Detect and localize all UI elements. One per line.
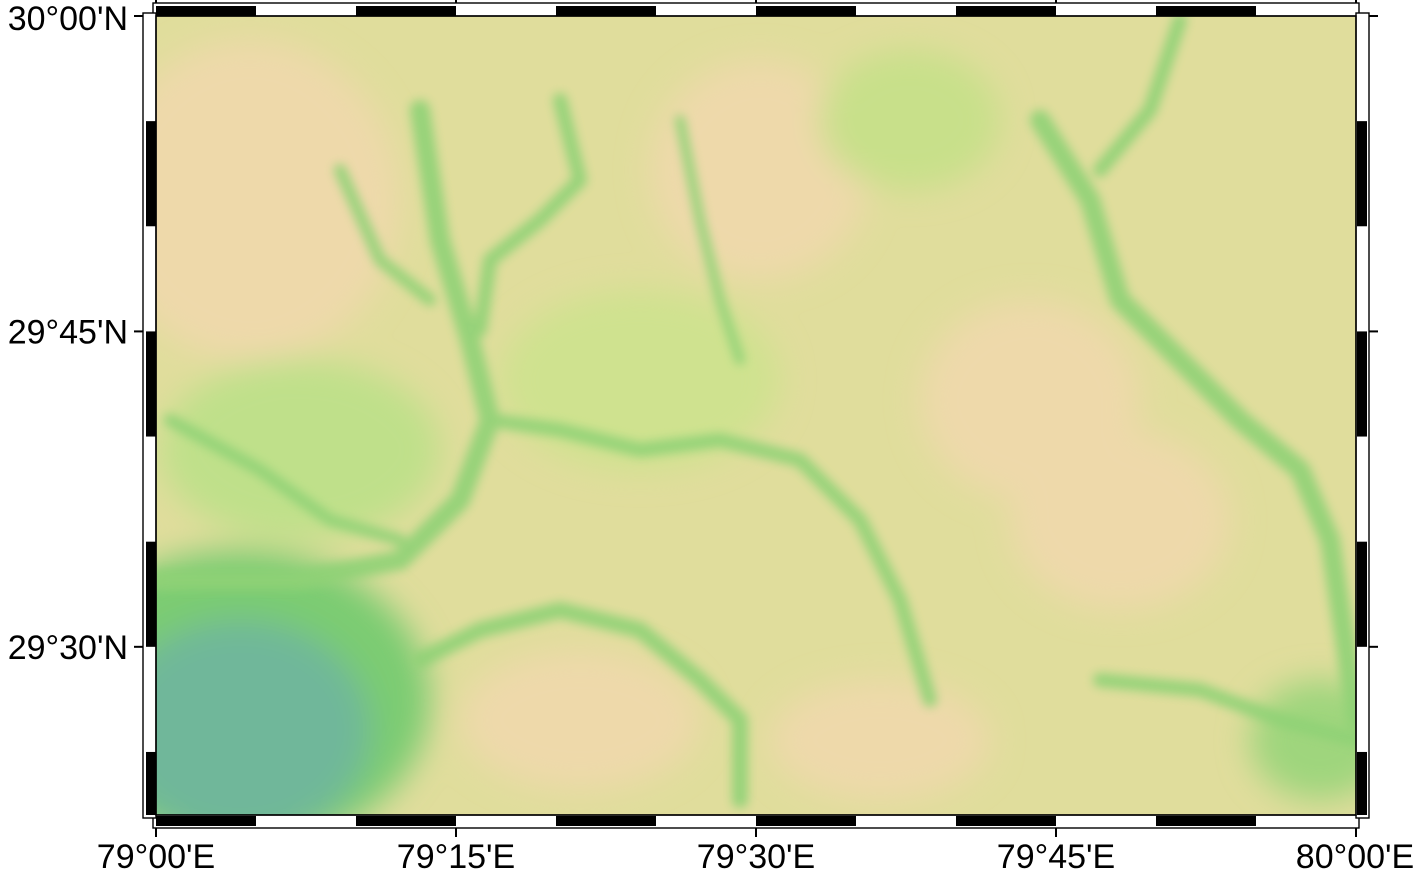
y-axis: 30°00'N 29°45'N 29°30'N bbox=[8, 0, 1378, 667]
valley-southeast bbox=[1093, 673, 1356, 747]
valley-network bbox=[156, 16, 1356, 808]
terrain-relief bbox=[156, 16, 1356, 815]
valley-northwest bbox=[334, 164, 436, 306]
lowland-southeast-corner bbox=[1250, 680, 1356, 800]
midland-west bbox=[160, 360, 440, 540]
y-tick-label: 29°30'N bbox=[8, 629, 128, 667]
x-axis: 79°00'E 79°15'E 79°30'E 79°45'E 80°00'E bbox=[97, 0, 1414, 872]
frame-segment-bottom bbox=[156, 816, 256, 826]
x-tick-label: 79°30'E bbox=[697, 838, 815, 872]
valley-center bbox=[483, 413, 937, 707]
midland-center bbox=[500, 290, 780, 470]
frame-segment-left bbox=[146, 331, 156, 437]
valley-main-east bbox=[1030, 110, 1356, 730]
frame-segment-top bbox=[356, 6, 456, 16]
frame-segment-left bbox=[146, 541, 156, 647]
frame-segment-bottom bbox=[556, 816, 656, 826]
highland-south-central bbox=[770, 680, 990, 800]
frame-segment-right bbox=[1357, 331, 1367, 437]
valley-north-central bbox=[473, 93, 587, 337]
frame-segment-right bbox=[1357, 541, 1367, 647]
lowland-southwest-core bbox=[156, 620, 370, 815]
highland-northwest bbox=[156, 40, 400, 360]
map-border bbox=[155, 15, 1357, 816]
frame-segment-right bbox=[1357, 121, 1367, 227]
frame-segment-top bbox=[556, 6, 656, 16]
x-tick-label: 79°15'E bbox=[397, 838, 515, 872]
x-tick-label: 79°00'E bbox=[97, 838, 215, 872]
frame-segment-top bbox=[156, 6, 256, 16]
y-tick-label: 30°00'N bbox=[8, 0, 128, 38]
valley-northeast bbox=[1093, 16, 1187, 177]
x-tick-label: 79°45'E bbox=[997, 838, 1115, 872]
frame-segment-bottom bbox=[756, 816, 856, 826]
frame-segment-right bbox=[1357, 751, 1367, 815]
midland-northeast bbox=[820, 50, 1000, 190]
terrain-shading bbox=[156, 40, 1356, 815]
frame-segment-left bbox=[146, 751, 156, 815]
frame-segment-bottom bbox=[356, 816, 456, 826]
frame-segment-top bbox=[756, 6, 856, 16]
frame-segment-bottom bbox=[956, 816, 1056, 826]
frame-segment-top bbox=[1156, 6, 1256, 16]
x-tick-label: 80°00'E bbox=[1296, 838, 1414, 872]
frame-segment-bottom bbox=[1156, 816, 1256, 826]
valley-central-north bbox=[675, 115, 745, 365]
highland-south bbox=[460, 650, 700, 790]
y-tick-label: 29°45'N bbox=[8, 313, 128, 351]
frame-segment-left bbox=[146, 121, 156, 227]
valley-west-branches bbox=[164, 414, 406, 546]
valley-south-east-west bbox=[412, 602, 748, 808]
frame-segment-top bbox=[956, 6, 1056, 16]
valley-central-west bbox=[156, 100, 500, 590]
highland-southeast bbox=[1010, 430, 1230, 610]
